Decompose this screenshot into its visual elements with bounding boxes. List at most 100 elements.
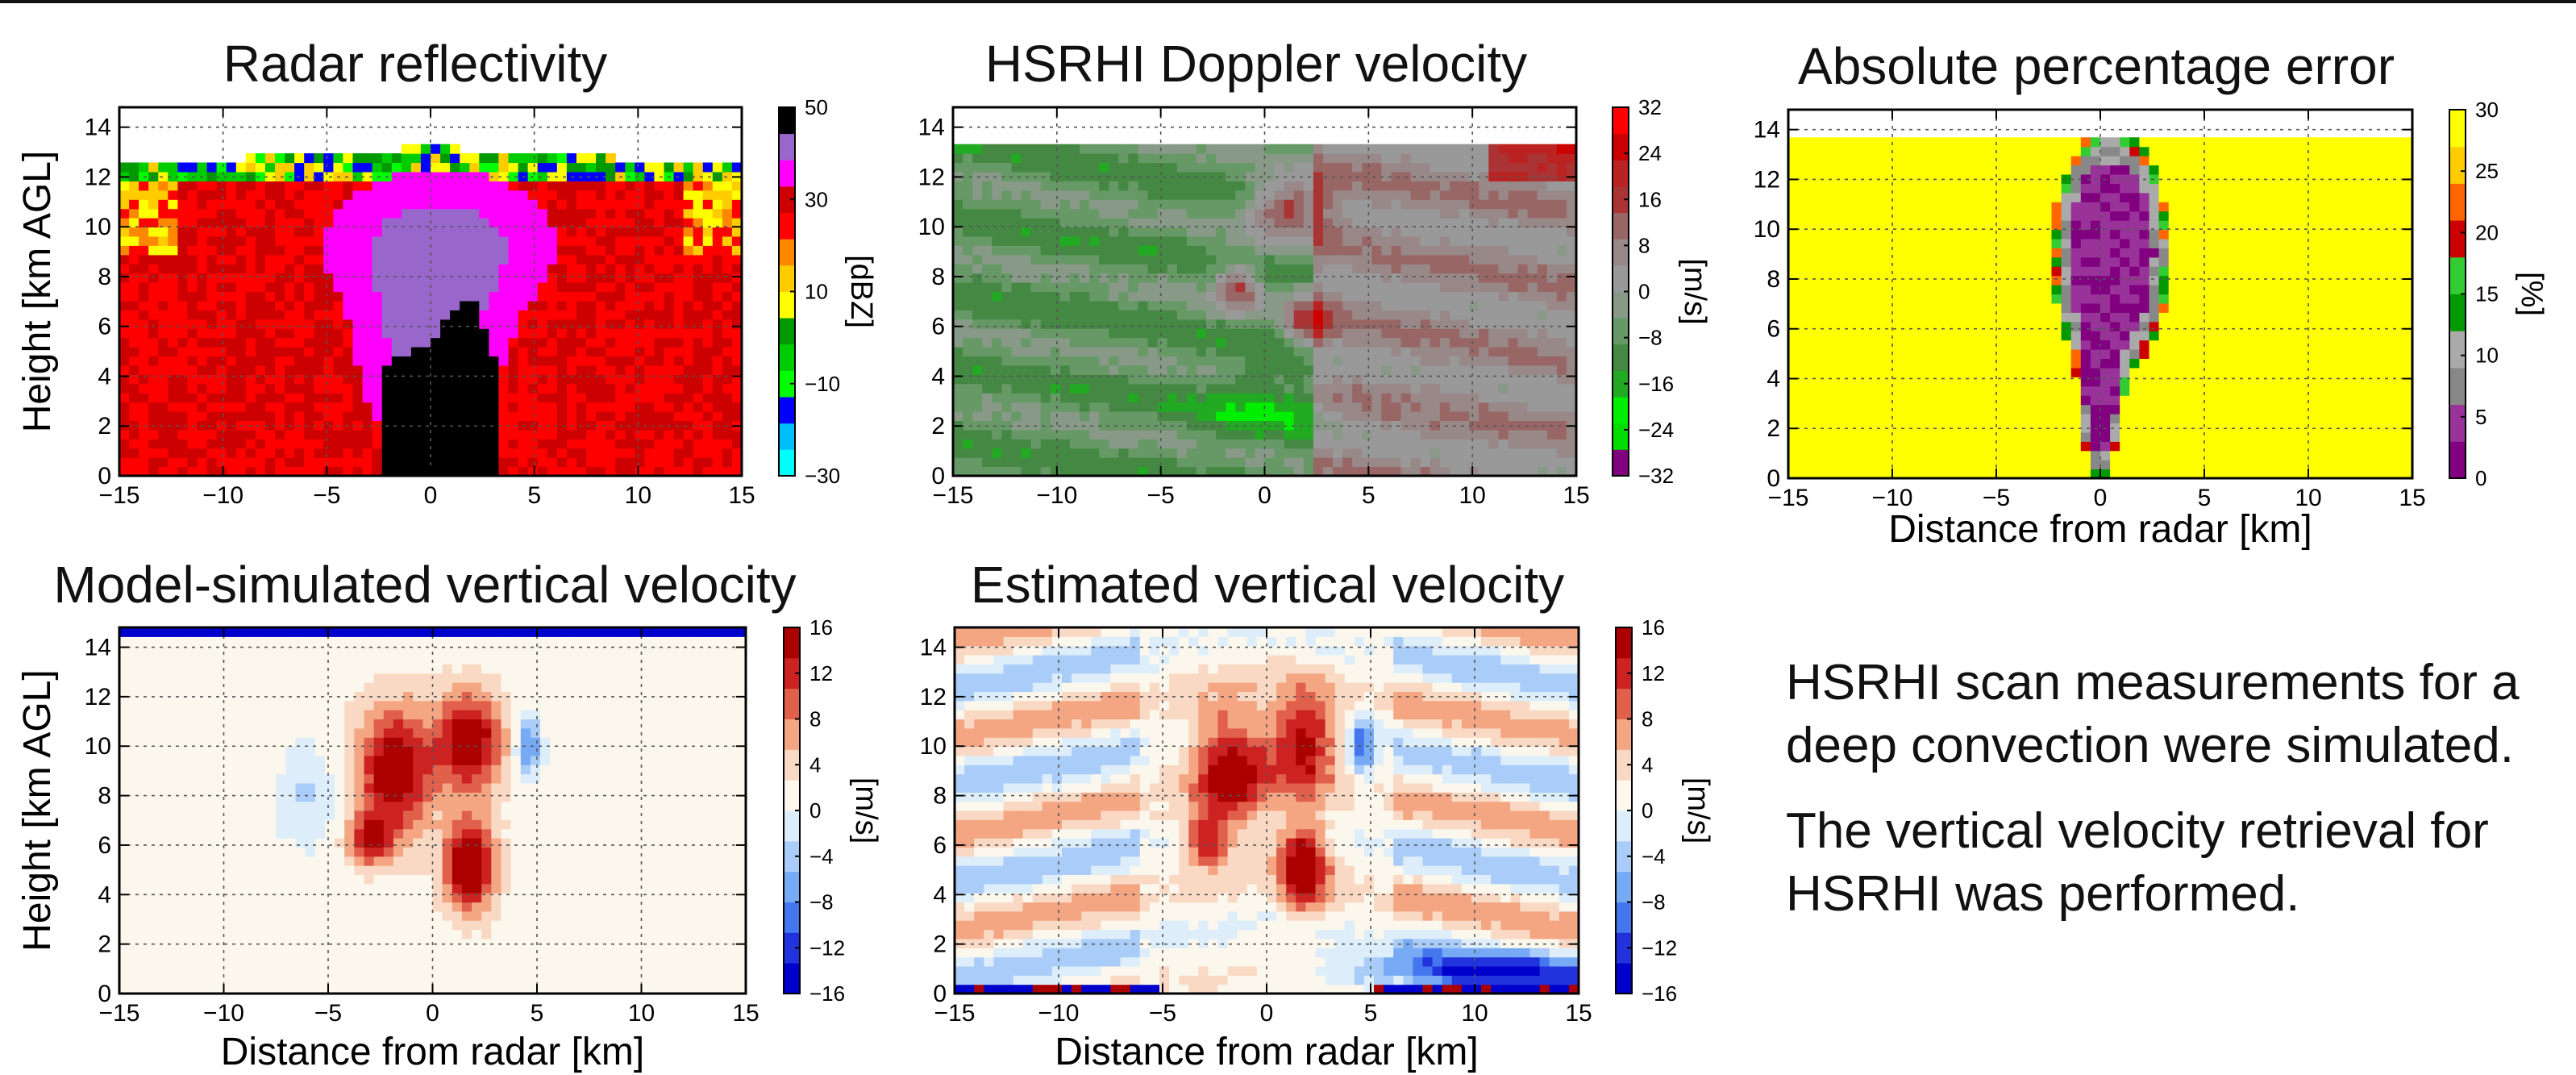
heatmap-cell	[1439, 162, 1450, 173]
heatmap-cell	[1391, 218, 1402, 228]
heatmap-cell	[547, 439, 558, 449]
heatmap-cell	[1498, 172, 1509, 181]
heatmap-cell	[1059, 457, 1071, 468]
heatmap-cell	[333, 337, 344, 348]
heatmap-cell	[1362, 374, 1372, 385]
heatmap-cell	[1498, 420, 1509, 431]
heatmap-cell	[1109, 273, 1119, 283]
heatmap-cell	[304, 162, 314, 173]
heatmap-cell	[615, 448, 626, 458]
heatmap-cell	[372, 190, 383, 200]
heatmap-cell	[1245, 144, 1255, 154]
heatmap-cell	[635, 374, 645, 385]
heatmap-cell	[1837, 294, 1848, 304]
heatmap-cell	[1488, 337, 1499, 348]
heatmap-cell	[177, 300, 189, 310]
heatmap-cell	[1333, 254, 1343, 265]
heatmap-cell	[1798, 450, 1808, 460]
heatmap-cell	[1186, 374, 1197, 385]
heatmap-cell	[1099, 310, 1109, 320]
heatmap-cell	[1856, 340, 1867, 350]
heatmap-cell	[1527, 347, 1538, 356]
heatmap-cell	[1381, 199, 1392, 210]
heatmap-cell	[1118, 172, 1129, 181]
heatmap-cell	[1011, 457, 1022, 468]
heatmap-cell	[1323, 448, 1334, 458]
heatmap-cell	[226, 208, 237, 219]
heatmap-cell	[1176, 300, 1188, 310]
heatmap-cell	[1837, 395, 1848, 406]
heatmap-cell	[518, 291, 529, 302]
heatmap-cell	[625, 190, 635, 200]
heatmap-cell	[1059, 429, 1071, 440]
heatmap-cell	[1226, 235, 1236, 246]
heatmap-cell	[479, 439, 489, 449]
heatmap-cell	[1196, 282, 1207, 293]
heatmap-cell	[1313, 337, 1324, 348]
heatmap-cell	[1817, 321, 1828, 331]
heatmap-cell	[625, 374, 635, 385]
heatmap-cell	[1381, 310, 1392, 320]
heatmap-cell	[1323, 356, 1334, 366]
heatmap-cell	[683, 356, 694, 366]
heatmap-cell	[255, 264, 266, 274]
heatmap-cell	[285, 264, 295, 274]
heatmap-cell	[1089, 319, 1100, 329]
heatmap-cell	[1508, 393, 1519, 403]
heatmap-cell	[1284, 448, 1295, 458]
heatmap-cell	[1313, 153, 1324, 164]
heatmap-cell	[1109, 300, 1119, 310]
heatmap-cell	[362, 300, 373, 310]
heatmap-cell	[992, 190, 1002, 200]
heatmap-cell	[1827, 460, 1838, 470]
heatmap-cell	[1439, 310, 1450, 320]
heatmap-cell	[1284, 162, 1295, 173]
heatmap-cell	[1400, 365, 1412, 375]
heatmap-cell	[1371, 235, 1383, 246]
heatmap-cell	[372, 218, 383, 228]
heatmap-cell	[1030, 319, 1042, 329]
heatmap-cell	[1371, 144, 1383, 154]
heatmap-cell	[275, 319, 285, 329]
heatmap-cell	[1488, 356, 1499, 366]
heatmap-cell	[391, 347, 402, 356]
heatmap-cell	[343, 365, 354, 375]
heatmap-cell	[187, 466, 198, 477]
heatmap-cell	[1176, 393, 1188, 403]
heatmap-cell	[1342, 383, 1353, 394]
heatmap-cell	[245, 393, 256, 403]
heatmap-cell	[1157, 162, 1168, 173]
heatmap-cell	[469, 227, 480, 237]
heatmap-cell	[1400, 448, 1412, 458]
heatmap-cell	[972, 181, 983, 191]
heatmap-cell	[635, 347, 645, 356]
heatmap-cell	[431, 420, 441, 431]
heatmap-cell	[586, 411, 597, 421]
heatmap-cell	[197, 429, 208, 440]
heatmap-cell	[168, 457, 178, 468]
heatmap-cell	[177, 448, 189, 458]
heatmap-cell	[586, 429, 597, 440]
heatmap-cell	[1118, 365, 1129, 375]
heatmap-cell	[1011, 153, 1022, 164]
heatmap-cell	[1371, 227, 1383, 237]
heatmap-cell	[352, 347, 364, 356]
heatmap-cell	[460, 208, 470, 219]
heatmap-cell	[953, 153, 963, 164]
heatmap-cell	[1001, 402, 1013, 412]
heatmap-cell	[712, 347, 723, 356]
heatmap-cell	[294, 282, 305, 293]
heatmap-cell	[586, 181, 597, 191]
heatmap-cell	[323, 273, 334, 283]
heatmap-field	[119, 144, 743, 477]
heatmap-cell	[401, 319, 412, 329]
heatmap-cell	[518, 466, 529, 477]
heatmap-cell	[635, 420, 645, 431]
heatmap-cell	[489, 374, 500, 385]
heatmap-cell	[440, 181, 451, 191]
heatmap-cell	[992, 227, 1002, 237]
heatmap-cell	[1788, 266, 1799, 277]
heatmap-cell	[1517, 208, 1529, 219]
heatmap-cell	[654, 439, 665, 449]
heatmap-cell	[1167, 190, 1178, 200]
